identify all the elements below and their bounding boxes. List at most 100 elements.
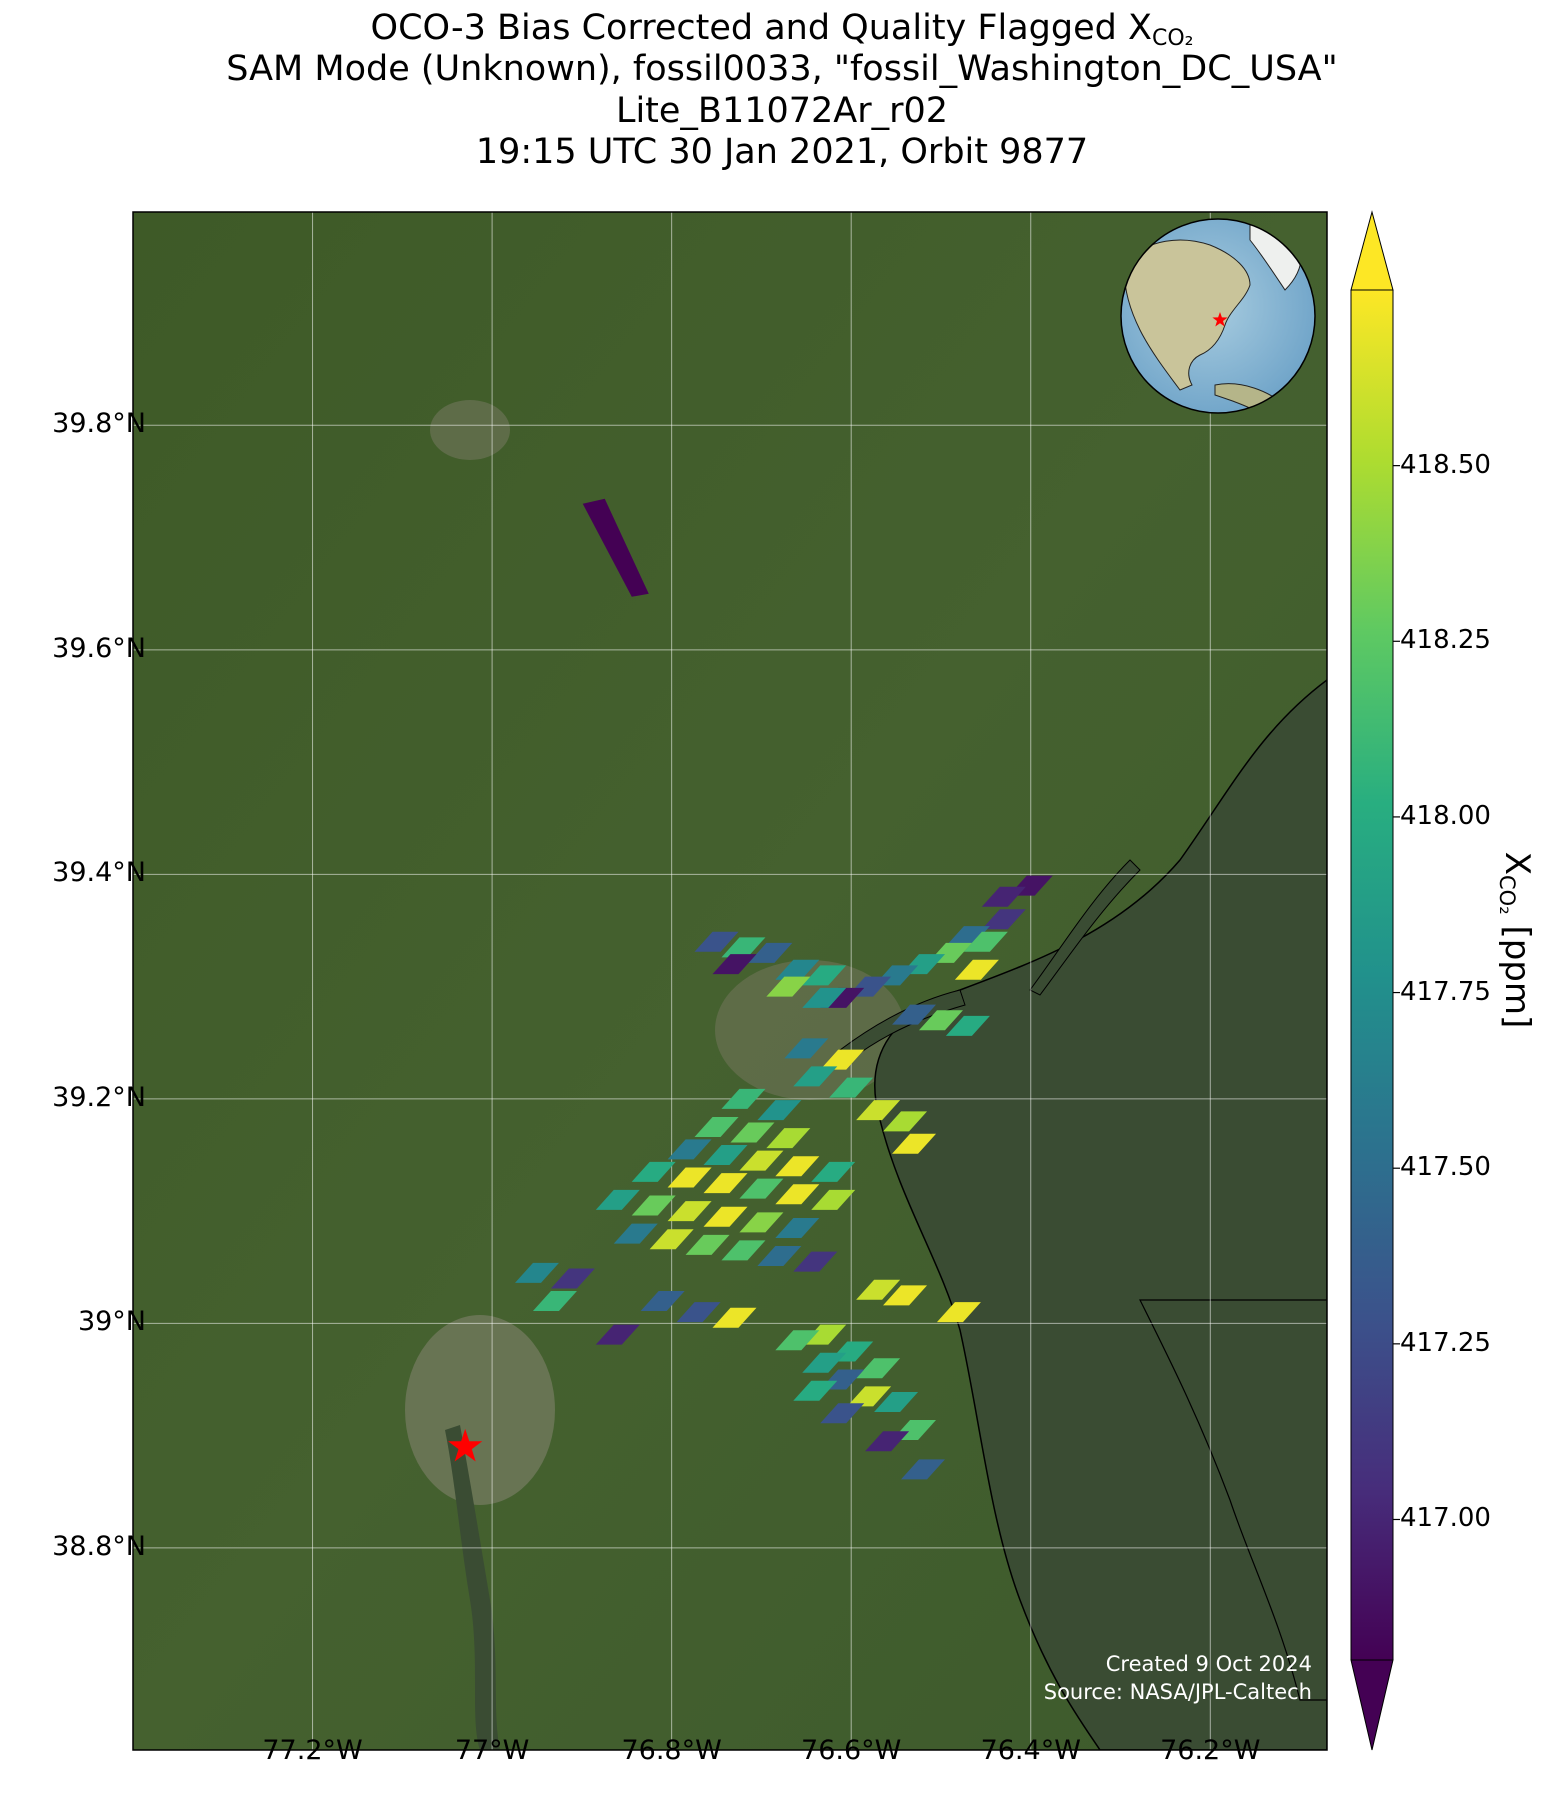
xco2-sounding xyxy=(811,1161,856,1182)
xco2-sounding xyxy=(640,1290,685,1311)
xco2-sounding xyxy=(775,1184,820,1205)
credit-created: Created 9 Oct 2024 xyxy=(1105,1652,1312,1676)
westminster-urban-area xyxy=(430,400,510,460)
xco2-sounding xyxy=(856,1358,901,1379)
north-america-landmass xyxy=(1123,239,1251,391)
xco2-sounding xyxy=(721,1088,766,1109)
plot-title-line2: SAM Mode (Unknown), fossil0033, "fossil_… xyxy=(226,49,1338,89)
xco2-sounding xyxy=(712,954,757,975)
xco2-sounding xyxy=(757,1246,802,1267)
xco2-sounding xyxy=(820,1403,865,1424)
xco2-sounding xyxy=(856,1279,901,1300)
colorbar xyxy=(1350,210,1400,1751)
lon-tick-label: 76.6°W xyxy=(801,1735,902,1766)
xco2-sounding xyxy=(829,1077,874,1098)
lon-tick-label: 76.4°W xyxy=(980,1735,1081,1766)
lon-tick-label: 76.2°W xyxy=(1160,1735,1261,1766)
xco2-sounding xyxy=(936,1302,981,1323)
xco2-sounding xyxy=(883,1285,928,1306)
xco2-sounding xyxy=(703,1173,748,1194)
potomac-river xyxy=(445,1425,500,1750)
xco2-sounding xyxy=(784,1038,829,1059)
xco2-sounding xyxy=(847,1386,892,1407)
xco2-sounding xyxy=(667,1139,712,1160)
lat-tick-label: 39.2°N xyxy=(52,1081,146,1113)
plot-title-line3: Lite_B11072Ar_r02 xyxy=(615,91,949,131)
xco2-sounding xyxy=(802,965,847,986)
xco2-sounding xyxy=(550,1268,595,1289)
xco2-sounding xyxy=(793,1251,838,1272)
xco2-sounding xyxy=(766,1128,811,1149)
xco2-sounding xyxy=(739,1150,784,1171)
xco2-sounding xyxy=(918,1010,963,1031)
xco2-sounding xyxy=(694,931,739,952)
xco2-sounding xyxy=(676,1302,721,1323)
xco2-sounding xyxy=(775,1217,820,1238)
plot-title-line1: OCO-3 Bias Corrected and Quality Flagged… xyxy=(370,8,1194,51)
xco2-sounding xyxy=(721,937,766,958)
colorbar-tick-label: 417.00 xyxy=(1400,1503,1491,1534)
xco2-sounding xyxy=(945,926,990,947)
xco2-sounding xyxy=(865,1431,910,1452)
eastern-bay xyxy=(1139,1299,1327,1701)
xco2-sounding xyxy=(582,498,649,597)
xco2-sounding xyxy=(667,1167,712,1188)
colorbar-min-extend xyxy=(1350,1659,1394,1751)
xco2-sounding xyxy=(595,1189,640,1210)
xco2-sounding xyxy=(766,976,811,997)
xco2-sounding xyxy=(892,1004,937,1025)
xco2-sounding xyxy=(963,931,1008,952)
credit-source: Source: NASA/JPL-Caltech xyxy=(1043,1680,1312,1704)
xco2-soundings xyxy=(514,498,1053,1480)
colorbar-label: XCO₂ [ppm] xyxy=(1495,851,1537,1029)
colorbar-gradient xyxy=(1351,290,1393,1660)
lat-tick-label: 39.4°N xyxy=(52,857,146,889)
colorbar-tick-label: 417.75 xyxy=(1400,976,1491,1007)
xco2-sounding xyxy=(802,987,847,1008)
gunpowder-river xyxy=(1029,859,1141,996)
plot-title-line4: 19:15 UTC 30 Jan 2021, Orbit 9877 xyxy=(475,132,1089,172)
graticule xyxy=(133,212,1327,1750)
xco2-sounding xyxy=(748,942,793,963)
xco2-sounding xyxy=(802,1324,847,1345)
lon-tick-label: 77°W xyxy=(454,1735,530,1766)
xco2-sounding xyxy=(981,886,1026,907)
xco2-sounding xyxy=(631,1161,676,1182)
colorbar-max-extend xyxy=(1350,210,1394,291)
colorbar-tick-label: 418.00 xyxy=(1400,800,1491,831)
lat-tick-label: 39.6°N xyxy=(52,632,146,664)
xco2-sounding xyxy=(775,1156,820,1177)
xco2-sounding xyxy=(739,1212,784,1233)
xco2-sounding xyxy=(802,1352,847,1373)
xco2-sounding xyxy=(883,1111,928,1132)
xco2-sounding xyxy=(892,1133,937,1154)
xco2-sounding xyxy=(631,1195,676,1216)
xco2-sounding xyxy=(514,1262,559,1283)
lon-tick-label: 76.8°W xyxy=(621,1735,722,1766)
xco2-sounding xyxy=(649,1229,694,1250)
lon-tick-label: 77.2°W xyxy=(262,1735,363,1766)
xco2-sounding xyxy=(739,1178,784,1199)
xco2-sounding xyxy=(954,959,999,980)
colorbar-tick-label: 418.50 xyxy=(1400,449,1491,480)
xco2-sounding xyxy=(793,1380,838,1401)
colorbar-tick-label: 417.50 xyxy=(1400,1152,1491,1183)
xco2-sounding xyxy=(712,1307,757,1328)
lat-tick-label: 39°N xyxy=(77,1306,146,1338)
xco2-sounding xyxy=(981,909,1026,930)
xco2-sounding xyxy=(703,1206,748,1227)
xco2-sounding xyxy=(694,1116,739,1137)
globe-target-star-icon xyxy=(1212,312,1228,327)
xco2-sounding xyxy=(945,1015,990,1036)
xco2-sounding xyxy=(874,1391,919,1412)
lat-tick-label: 38.8°N xyxy=(52,1530,146,1562)
colorbar-tick-label: 417.25 xyxy=(1400,1327,1491,1358)
xco2-sounding xyxy=(703,1145,748,1166)
xco2-sounding xyxy=(685,1234,730,1255)
xco2-sounding xyxy=(793,1066,838,1087)
xco2-sounding xyxy=(811,1189,856,1210)
xco2-sounding xyxy=(730,1122,775,1143)
lat-tick-label: 39.8°N xyxy=(52,408,146,440)
washington-urban-area xyxy=(405,1315,555,1505)
